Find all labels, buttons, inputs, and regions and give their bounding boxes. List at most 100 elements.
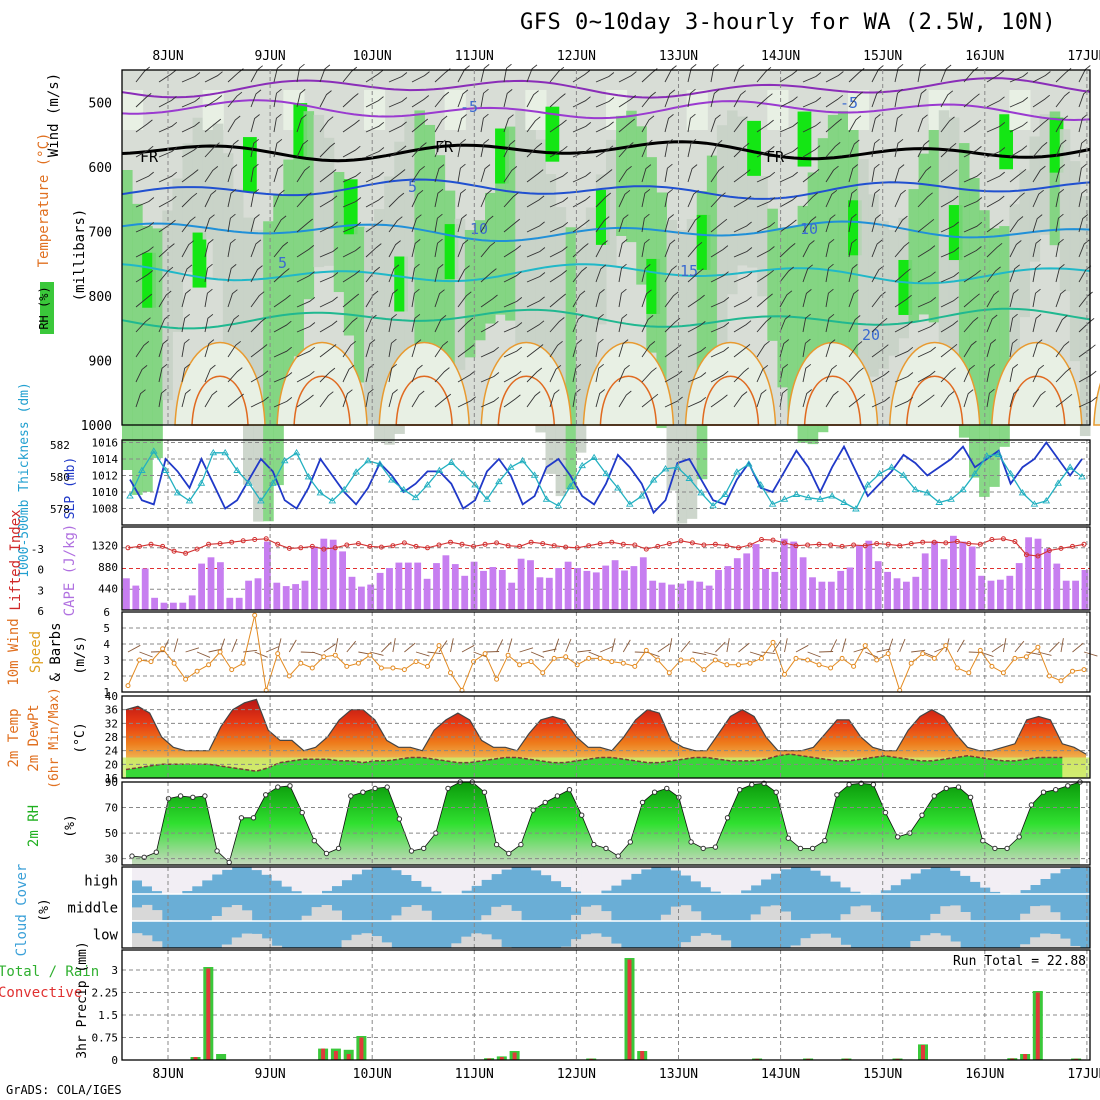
- wind-barb: [388, 240, 401, 258]
- precip-conv-bar: [346, 1054, 351, 1060]
- wind-barb: [1009, 145, 1028, 158]
- wind-barb: [894, 63, 904, 83]
- cloud-high-gap: [321, 867, 332, 891]
- wind-barb: [434, 164, 445, 183]
- wind-barb: [733, 221, 752, 233]
- cloud-high-gap: [640, 867, 652, 870]
- wind-barb: [1032, 94, 1050, 108]
- wind-barb: [181, 145, 200, 158]
- cape-bar: [123, 578, 130, 610]
- rh-shade: [424, 124, 436, 389]
- wind-barb: [917, 166, 932, 183]
- rh-high-shade: [545, 106, 560, 162]
- cloud-high-gap: [1050, 867, 1061, 874]
- wind10m-barb: [266, 646, 280, 653]
- rh-shade: [958, 143, 970, 438]
- cloud-high-gap: [331, 867, 342, 887]
- li-marker: [678, 538, 684, 544]
- wind10m-barb: [807, 651, 821, 658]
- wind-barb: [204, 142, 220, 158]
- cloud-low-gap: [271, 945, 283, 949]
- rh2m-marker: [688, 839, 694, 845]
- slp-tick: 1016: [92, 436, 119, 449]
- top-date-tick: 17JUN: [1067, 49, 1100, 64]
- wind-barb: [756, 246, 775, 258]
- wind-barb: [181, 363, 190, 383]
- bottom-date-tick: 8JUN: [152, 1067, 183, 1082]
- wind-barb: [940, 90, 954, 108]
- wind10m-barb: [288, 639, 297, 653]
- wind-barb: [940, 195, 959, 208]
- wind-barb: [664, 188, 673, 208]
- wind10m-barb: [127, 644, 141, 653]
- wind-barb: [1009, 389, 1020, 408]
- cloud-mid-gap: [1020, 913, 1031, 921]
- cloud-mid-gap: [401, 906, 412, 921]
- rh2m-marker: [360, 789, 366, 795]
- wind10m-marker: [137, 657, 142, 663]
- cloud-high-gap: [251, 867, 263, 871]
- rh2m-marker: [1053, 787, 1059, 793]
- wind-barb: [664, 344, 682, 358]
- wind-barb: [917, 322, 937, 333]
- wind-barb: [802, 313, 811, 333]
- rh2m-marker: [895, 834, 901, 840]
- thickness-marker: [590, 453, 598, 461]
- rh-shade: [646, 157, 657, 353]
- wind-barb: [204, 364, 216, 383]
- precip-tick: 1.5: [98, 1009, 118, 1022]
- wind-barb: [572, 70, 591, 83]
- thickness-marker: [887, 463, 896, 470]
- thickness-marker: [233, 466, 241, 473]
- cape-bar: [790, 541, 798, 610]
- wind10m-marker: [885, 651, 891, 657]
- rh2m-marker: [846, 781, 852, 788]
- wind-barb: [802, 363, 812, 383]
- cape-bar: [743, 553, 751, 610]
- wind-barb: [503, 63, 512, 83]
- wind-barb: [871, 317, 888, 333]
- wind-barb: [1009, 363, 1019, 383]
- cloud-mid-gap: [850, 906, 861, 921]
- wind-barb: [181, 338, 190, 358]
- rh-low-shade: [686, 90, 708, 130]
- cloud-mid-gap: [680, 905, 692, 921]
- cloud-mid-gap: [960, 912, 971, 921]
- wind-barb: [135, 389, 146, 408]
- wind-barb: [457, 291, 472, 308]
- thickness-marker: [959, 485, 967, 493]
- lowlevel-dry-bubble: [1093, 383, 1100, 426]
- wind-barb: [1078, 396, 1097, 408]
- cloud-low-gap: [461, 936, 472, 949]
- wind-barb: [871, 138, 880, 158]
- cloud-low-gap: [1060, 938, 1071, 948]
- cape-bar: [987, 580, 995, 610]
- wind-barb: [710, 89, 720, 108]
- cloud-high-gap: [391, 867, 402, 871]
- rh-shade: [626, 110, 637, 243]
- rh-shade: [202, 110, 214, 240]
- wind10m-marker: [1070, 668, 1075, 674]
- wind-barb: [365, 219, 383, 233]
- rh-shade: [565, 227, 577, 490]
- wind10m-marker: [655, 657, 661, 663]
- cloud-low-gap: [950, 941, 961, 948]
- wind-tick: 2: [103, 670, 110, 683]
- wind-barb: [802, 289, 812, 308]
- wind10m-marker: [643, 647, 649, 653]
- wind10m-marker: [448, 670, 453, 676]
- wind10m-barb: [404, 642, 416, 653]
- wind-barb: [204, 214, 215, 233]
- wind-barb: [1055, 188, 1065, 208]
- li-marker: [839, 543, 845, 549]
- wind10m-marker: [724, 662, 730, 668]
- wind-barb: [342, 197, 362, 208]
- cloud-low-gap: [940, 935, 951, 948]
- li-marker: [448, 539, 453, 545]
- bottom-date-tick: 14JUN: [761, 1067, 800, 1082]
- rh2m-marker: [275, 784, 281, 790]
- wind-barb: [365, 243, 382, 258]
- contour-label: -5: [460, 98, 478, 116]
- wind-barb: [1032, 142, 1048, 158]
- wind-barb: [986, 242, 1003, 258]
